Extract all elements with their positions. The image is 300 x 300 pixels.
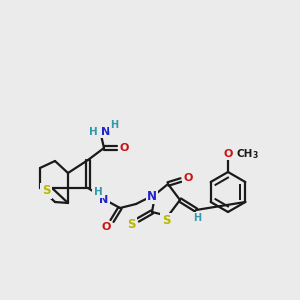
Text: O: O <box>119 143 129 153</box>
Text: N: N <box>99 195 109 205</box>
Text: S: S <box>162 214 170 227</box>
Text: N: N <box>101 127 111 137</box>
Text: H: H <box>193 213 201 223</box>
Text: H: H <box>88 127 98 137</box>
Text: H: H <box>110 120 118 130</box>
Text: 3: 3 <box>252 152 258 160</box>
Text: O: O <box>223 149 233 159</box>
Text: O: O <box>101 222 111 232</box>
Text: S: S <box>42 184 50 197</box>
Text: CH: CH <box>237 149 253 159</box>
Text: H: H <box>94 187 102 197</box>
Text: N: N <box>147 190 157 202</box>
Text: S: S <box>127 218 135 232</box>
Text: O: O <box>183 173 193 183</box>
